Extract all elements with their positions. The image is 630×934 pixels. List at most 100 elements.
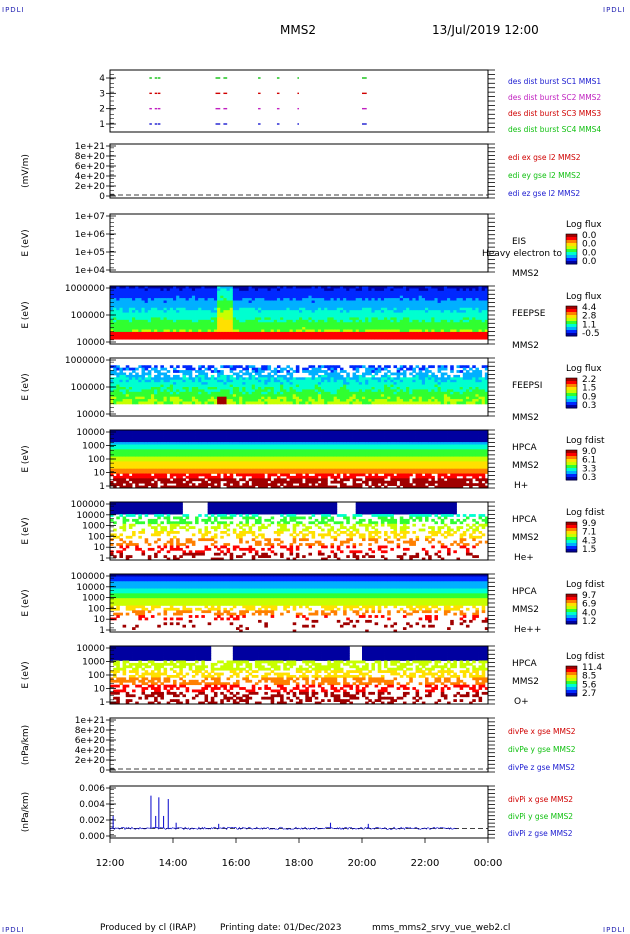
spectrogram-cell — [236, 307, 240, 311]
spectrogram-cell — [437, 290, 442, 294]
spectrogram-cell — [223, 317, 227, 321]
spectrogram-cell — [251, 300, 256, 304]
spectrogram-cell — [349, 331, 353, 335]
spectrogram-cell — [409, 384, 413, 388]
spectrogram-cell — [402, 336, 407, 340]
spectrogram-cell — [321, 298, 325, 301]
spectrogram-cell — [135, 288, 139, 292]
spectrogram-cell — [333, 389, 338, 393]
spectrogram-cell — [380, 382, 385, 385]
spectrogram-cell — [358, 305, 363, 309]
spectrogram-cell — [122, 305, 127, 309]
spectrogram-cell — [119, 463, 123, 467]
spectrogram-cell — [421, 288, 426, 292]
spectrogram-cell — [387, 305, 391, 309]
spectrogram-cell — [236, 295, 240, 299]
spectrogram-cell — [173, 384, 177, 388]
spectrogram-cell — [428, 324, 432, 328]
spectrogram-cell — [113, 444, 117, 448]
spectrogram-cell — [176, 379, 180, 383]
spectrogram-cell — [239, 305, 243, 309]
spectrogram-cell — [223, 307, 227, 311]
spectrogram-cell — [157, 322, 161, 326]
spectrogram-cell — [434, 401, 438, 405]
spectrogram-cell — [110, 391, 114, 395]
spectrogram-cell — [122, 310, 127, 313]
spectrogram-cell — [368, 329, 372, 333]
spectrogram-cell — [135, 456, 139, 460]
spectrogram-cell — [217, 377, 221, 381]
spectrogram-cell — [204, 391, 209, 395]
spectrogram-cell — [336, 327, 341, 330]
spectrogram-cell — [283, 312, 287, 316]
spectrogram-cell — [264, 327, 268, 330]
spectrogram-cell — [132, 305, 136, 309]
spectrogram-cell — [113, 463, 117, 467]
spectrogram-cell — [169, 377, 174, 381]
spectrogram-cell — [261, 327, 265, 330]
spectrogram-cell — [437, 384, 442, 388]
spectrogram-cell — [409, 379, 413, 383]
spectrogram-cell — [368, 317, 372, 321]
spectrogram-cell — [141, 379, 146, 383]
spectrogram-cell — [201, 290, 205, 294]
spectrogram-cell — [195, 336, 199, 340]
spectrogram-cell — [402, 384, 407, 388]
spectrogram-cell — [207, 293, 212, 297]
spectrogram-cell — [132, 334, 136, 338]
spectrogram-cell — [321, 374, 325, 378]
spectrogram-cell — [447, 384, 451, 388]
spectrogram-cell — [355, 365, 360, 369]
spectrogram-cell — [355, 327, 360, 330]
spectrogram-cell — [188, 382, 193, 385]
spectrogram-cell — [390, 334, 394, 338]
spectrogram-cell — [179, 399, 183, 402]
spectrogram-cell — [286, 288, 290, 292]
spectrogram-cell — [406, 379, 410, 383]
spectrogram-cell — [450, 329, 454, 333]
spectrogram-cell — [144, 331, 149, 335]
spectrogram-cell — [144, 442, 149, 445]
spectrogram-cell — [267, 319, 272, 323]
spectrogram-cell — [226, 396, 231, 400]
spectrogram-cell — [308, 286, 312, 289]
spectrogram-cell — [368, 293, 372, 297]
spectrogram-cell — [116, 475, 120, 479]
spectrogram-cell — [396, 387, 401, 390]
spectrogram-cell — [343, 324, 347, 328]
spectrogram-cell — [330, 367, 335, 371]
spectrogram-cell — [166, 286, 171, 289]
spectrogram-cell — [191, 367, 196, 371]
spectrogram-cell — [450, 379, 454, 383]
spectrogram-cell — [462, 365, 467, 369]
spectrogram-cell — [116, 463, 120, 467]
spectrogram-cell — [213, 310, 218, 313]
spectrogram-cell — [402, 401, 407, 405]
spectrogram-cell — [362, 286, 366, 289]
spectrogram-cell — [201, 312, 205, 316]
spectrogram-cell — [138, 288, 142, 292]
spectrogram-cell — [135, 463, 139, 467]
legend-entry: edi ex gse l2 MMS2 — [508, 153, 581, 162]
spectrogram-cell — [176, 370, 180, 373]
spectrogram-cell — [157, 370, 161, 373]
spectrogram-cell — [254, 327, 259, 330]
spectrogram-cell — [173, 377, 177, 381]
spectrogram-cell — [393, 377, 398, 381]
spectrogram-cell — [261, 331, 265, 335]
spectrogram-cell — [314, 391, 319, 395]
spectrogram-cell — [377, 307, 382, 311]
spectrogram-cell — [169, 334, 174, 338]
spectrogram-cell — [459, 396, 464, 400]
spectrogram-cell — [160, 286, 164, 289]
spectrogram-cell — [377, 312, 382, 316]
spectrogram-cell — [119, 456, 123, 460]
spectrogram-cell — [330, 302, 335, 306]
spectrogram-cell — [371, 317, 375, 321]
spectrogram-cell — [324, 317, 328, 321]
spectrogram-cell — [286, 305, 290, 309]
spectrogram-cell — [402, 374, 407, 378]
spectrogram-cell — [179, 396, 183, 400]
spectrogram-cell — [251, 331, 256, 335]
spectrogram-cell — [280, 307, 284, 311]
